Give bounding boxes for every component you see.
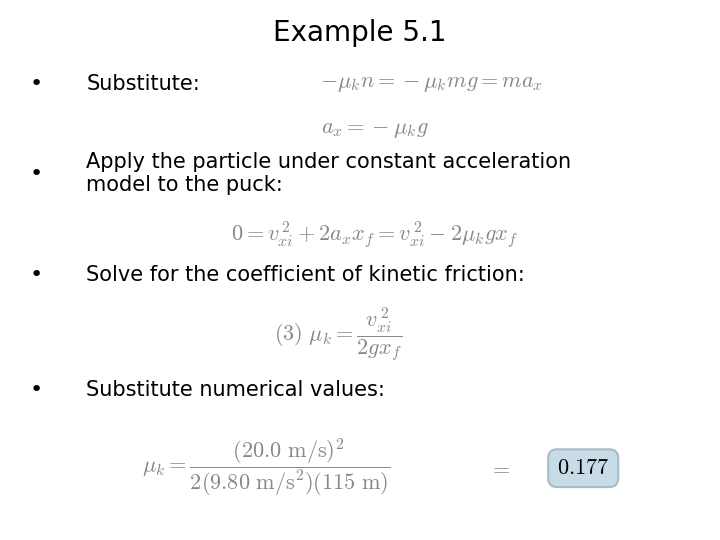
Text: Solve for the coefficient of kinetic friction:: Solve for the coefficient of kinetic fri…	[86, 265, 525, 286]
Text: $(3)\ \mu_k = \dfrac{v_{xi}^{\,2}}{2gx_f}$: $(3)\ \mu_k = \dfrac{v_{xi}^{\,2}}{2gx_f…	[274, 306, 402, 364]
Text: •: •	[30, 380, 42, 400]
Text: •: •	[30, 73, 42, 94]
Text: $a_x = -\mu_k g$: $a_x = -\mu_k g$	[320, 119, 428, 140]
Text: Substitute numerical values:: Substitute numerical values:	[86, 380, 385, 400]
Text: $\mu_k = \dfrac{(20.0\ \mathrm{m/s})^2}{2(9.80\ \mathrm{m/s^2})(115\ \mathrm{m}): $\mu_k = \dfrac{(20.0\ \mathrm{m/s})^2}{…	[142, 437, 391, 500]
Text: $=$: $=$	[490, 458, 511, 478]
Text: $0 = v_{xi}^{\,2} + 2a_x x_f = v_{xi}^{\,2} - 2\mu_k g x_f$: $0 = v_{xi}^{\,2} + 2a_x x_f = v_{xi}^{\…	[231, 219, 518, 251]
Text: Example 5.1: Example 5.1	[274, 19, 446, 47]
Text: •: •	[30, 265, 42, 286]
Text: Apply the particle under constant acceleration
model to the puck:: Apply the particle under constant accele…	[86, 152, 572, 195]
Text: $-\mu_k n = -\mu_k mg = ma_x$: $-\mu_k n = -\mu_k mg = ma_x$	[320, 73, 544, 94]
Text: $0.177$: $0.177$	[557, 458, 609, 478]
Text: •: •	[30, 164, 42, 184]
Text: Substitute:: Substitute:	[86, 73, 200, 94]
